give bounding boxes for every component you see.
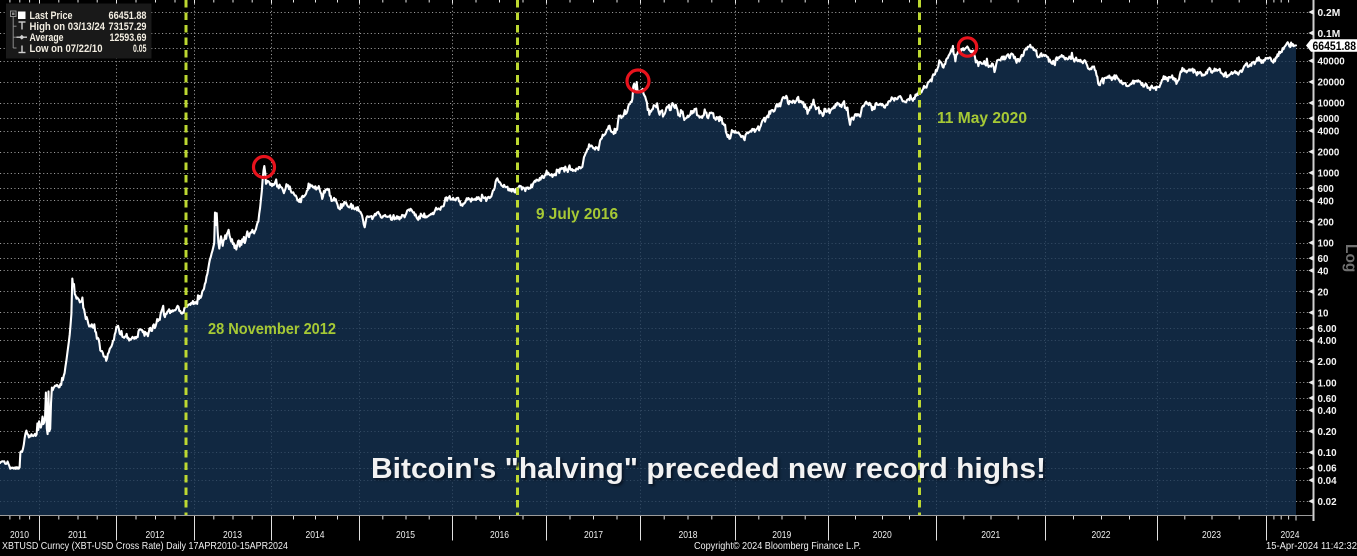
svg-text:20000: 20000 [1318,77,1345,89]
svg-text:Last Price: Last Price [30,10,73,22]
svg-text:6.00: 6.00 [1318,323,1337,335]
svg-text:15-Apr-2024 11:42:32: 15-Apr-2024 11:42:32 [1266,541,1357,551]
svg-text:Copyright© 2024 Bloomberg Fina: Copyright© 2024 Bloomberg Finance L.P. [694,541,861,551]
svg-text:0.20: 0.20 [1318,426,1337,438]
svg-text:400: 400 [1318,195,1335,207]
svg-text:20: 20 [1318,286,1329,298]
svg-text:2010: 2010 [10,529,29,541]
svg-text:11 May 2020: 11 May 2020 [937,110,1027,127]
svg-text:1000: 1000 [1318,168,1340,180]
svg-text:0.05: 0.05 [133,43,147,55]
svg-text:2018: 2018 [679,529,698,541]
svg-text:Low on 07/22/10: Low on 07/22/10 [30,43,103,55]
svg-text:100: 100 [1318,238,1335,250]
svg-text:0.60: 0.60 [1318,393,1337,405]
svg-text:12593.69: 12593.69 [110,32,147,44]
svg-text:0.06: 0.06 [1318,463,1337,475]
svg-text:200: 200 [1318,216,1335,228]
svg-text:2023: 2023 [1202,529,1221,541]
svg-text:2012: 2012 [146,529,165,541]
svg-text:60: 60 [1318,253,1329,265]
svg-text:2020: 2020 [873,529,892,541]
svg-text:10: 10 [1318,307,1329,319]
svg-text:2011: 2011 [68,529,87,541]
svg-text:2017: 2017 [584,529,603,541]
svg-text:2000: 2000 [1318,147,1340,159]
svg-text:2016: 2016 [490,529,509,541]
svg-text:2022: 2022 [1092,529,1111,541]
svg-text:66451.88: 66451.88 [109,10,147,22]
svg-text:2015: 2015 [396,529,415,541]
svg-text:66451.88: 66451.88 [1313,41,1357,53]
svg-text:Average: Average [30,32,64,44]
svg-text:9 July 2016: 9 July 2016 [536,206,618,223]
svg-text:0.04: 0.04 [1318,475,1337,487]
svg-text:28 November 2012: 28 November 2012 [208,321,336,338]
svg-text:4.00: 4.00 [1318,335,1337,347]
svg-text:2013: 2013 [223,529,242,541]
svg-text:40000: 40000 [1318,56,1345,68]
svg-text:0.2M: 0.2M [1318,7,1341,19]
svg-text:Bitcoin's "halving" preceded n: Bitcoin's "halving" preceded new record … [371,453,1046,485]
svg-text:High on 03/13/24: High on 03/13/24 [30,21,106,33]
svg-text:6000: 6000 [1318,113,1340,125]
svg-text:2021: 2021 [981,529,1000,541]
svg-text:2014: 2014 [306,529,325,541]
svg-text:4000: 4000 [1318,126,1340,138]
svg-text:600: 600 [1318,183,1335,195]
svg-text:2019: 2019 [772,529,791,541]
svg-text:0.1M: 0.1M [1318,28,1341,40]
svg-text:2.00: 2.00 [1318,356,1337,368]
svg-text:XBTUSD Curncy (XBT-USD Cross R: XBTUSD Curncy (XBT-USD Cross Rate) Daily… [2,540,288,551]
svg-text:2024: 2024 [1281,529,1300,541]
svg-text:0.02: 0.02 [1318,496,1337,508]
svg-text:Log: Log [1342,244,1357,272]
svg-text:1.00: 1.00 [1318,377,1337,389]
svg-text:40: 40 [1318,265,1329,277]
svg-text:0.40: 0.40 [1318,405,1337,417]
svg-text:10000: 10000 [1318,98,1345,110]
svg-text:0.10: 0.10 [1318,447,1337,459]
svg-text:73157.29: 73157.29 [109,21,147,33]
